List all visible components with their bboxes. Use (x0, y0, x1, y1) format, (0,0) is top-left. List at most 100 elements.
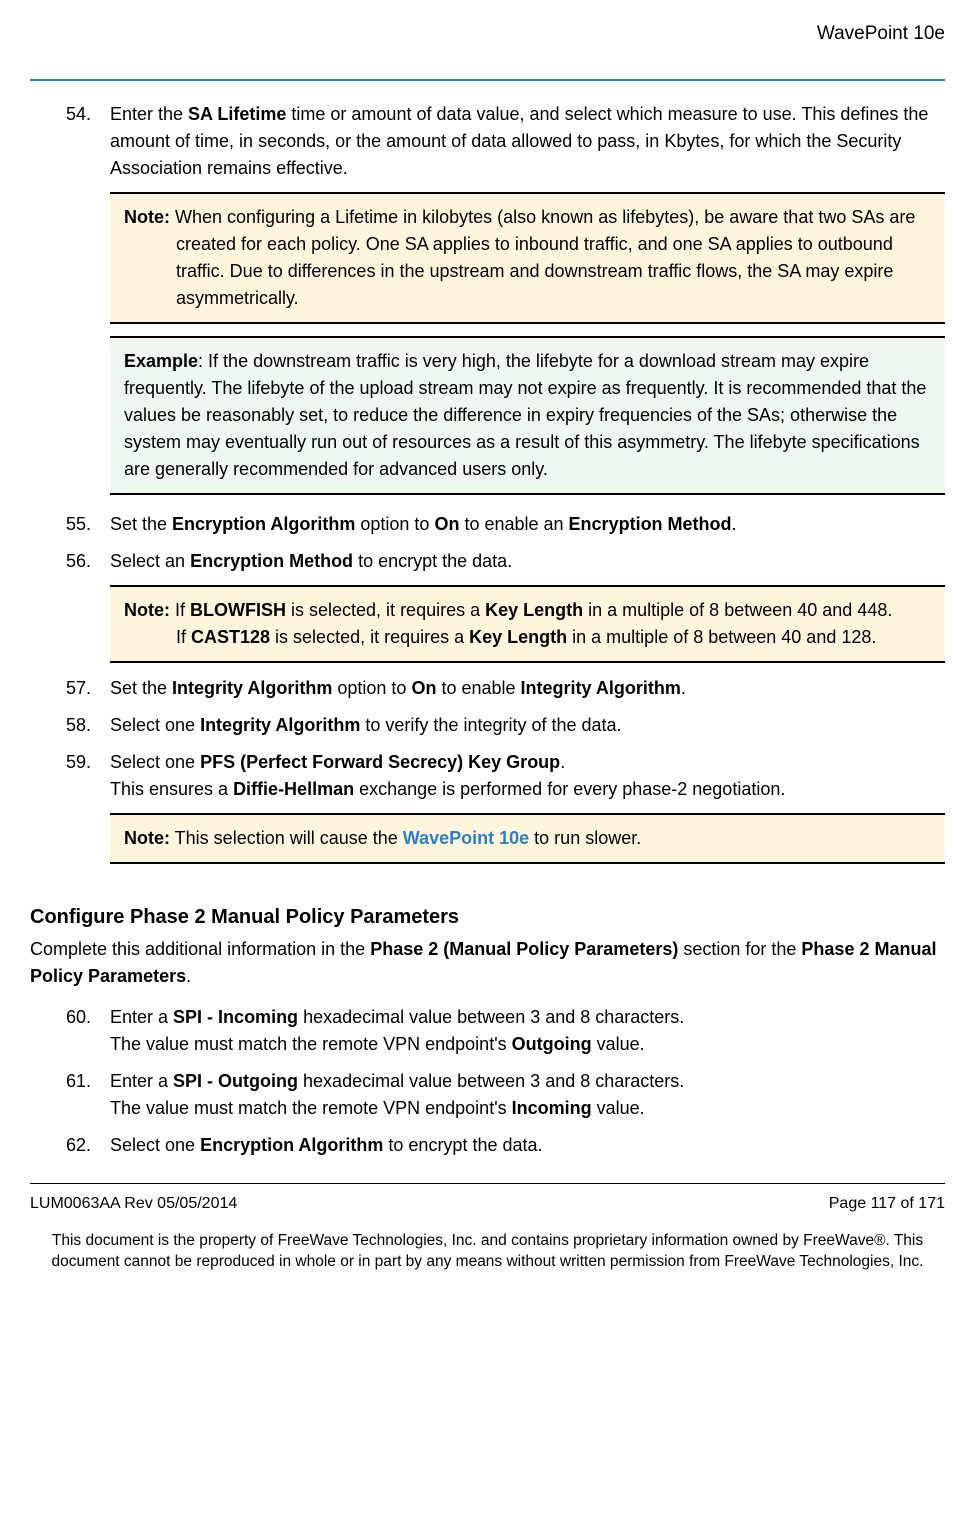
text: value. (592, 1034, 645, 1054)
text: to encrypt the data. (353, 551, 512, 571)
text: value. (592, 1098, 645, 1118)
step-body: Enter the SA Lifetime time or amount of … (110, 101, 945, 182)
note-text: When configuring a Lifetime in kilobytes… (170, 207, 915, 308)
text: to verify the integrity of the data. (360, 715, 621, 735)
text: Enter a (110, 1071, 173, 1091)
text: This selection will cause the (170, 828, 403, 848)
step-body: Enter a SPI - Outgoing hexadecimal value… (110, 1068, 945, 1122)
example-text: : If the downstream traffic is very high… (124, 351, 926, 479)
text: Complete this additional information in … (30, 939, 370, 959)
bold-text: Encryption Method (190, 551, 353, 571)
step-58: 58. Select one Integrity Algorithm to ve… (30, 712, 945, 739)
step-body: Select one PFS (Perfect Forward Secrecy)… (110, 749, 945, 803)
text: . (732, 514, 737, 534)
note-content: Note: This selection will cause the Wave… (124, 825, 931, 852)
text: to enable (436, 678, 520, 698)
step-number: 57. (66, 675, 110, 702)
note-content: Note: When configuring a Lifetime in kil… (124, 204, 931, 312)
step-body: Set the Encryption Algorithm option to O… (110, 511, 945, 538)
step-number: 62. (66, 1132, 110, 1159)
text: Enter the (110, 104, 188, 124)
bold-text: Key Length (485, 600, 583, 620)
page-container: WavePoint 10e 54. Enter the SA Lifetime … (0, 0, 975, 1293)
step-55: 55. Set the Encryption Algorithm option … (30, 511, 945, 538)
text: Select one (110, 752, 200, 772)
text: in a multiple of 8 between 40 and 448. (583, 600, 892, 620)
note-label: Note: (124, 828, 170, 848)
bold-text: Incoming (512, 1098, 592, 1118)
text: Enter a (110, 1007, 173, 1027)
bold-text: BLOWFISH (190, 600, 286, 620)
text: Set the (110, 514, 172, 534)
step-59: 59. Select one PFS (Perfect Forward Secr… (30, 749, 945, 803)
step-body: Enter a SPI - Incoming hexadecimal value… (110, 1004, 945, 1058)
note-box-56: Note: If BLOWFISH is selected, it requir… (110, 585, 945, 663)
text: The value must match the remote VPN endp… (110, 1098, 512, 1118)
step-body: Select one Encryption Algorithm to encry… (110, 1132, 945, 1159)
bold-text: Encryption Method (569, 514, 732, 534)
text: to encrypt the data. (383, 1135, 542, 1155)
bold-text: On (434, 514, 459, 534)
step-number: 56. (66, 548, 110, 575)
text: exchange is performed for every phase-2 … (354, 779, 785, 799)
step-61: 61. Enter a SPI - Outgoing hexadecimal v… (30, 1068, 945, 1122)
bold-text: SPI - Incoming (173, 1007, 298, 1027)
bold-text: Encryption Algorithm (200, 1135, 383, 1155)
text: If (176, 627, 191, 647)
text: hexadecimal value between 3 and 8 charac… (298, 1007, 684, 1027)
footer-page: Page 117 of 171 (829, 1192, 945, 1216)
step-number: 60. (66, 1004, 110, 1058)
footer-row: LUM0063AA Rev 05/05/2014 Page 117 of 171 (30, 1184, 945, 1230)
text: Select an (110, 551, 190, 571)
note-content: Note: If BLOWFISH is selected, it requir… (124, 597, 931, 651)
text: is selected, it requires a (270, 627, 469, 647)
product-name: WavePoint 10e (817, 23, 945, 44)
step-number: 61. (66, 1068, 110, 1122)
text: hexadecimal value between 3 and 8 charac… (298, 1071, 684, 1091)
text: Select one (110, 1135, 200, 1155)
footer-legal: This document is the property of FreeWav… (30, 1230, 945, 1283)
text: . (681, 678, 686, 698)
step-56: 56. Select an Encryption Method to encry… (30, 548, 945, 575)
text: . (560, 752, 565, 772)
bold-text: Diffie-Hellman (233, 779, 354, 799)
footer-rev: LUM0063AA Rev 05/05/2014 (30, 1192, 237, 1216)
step-number: 59. (66, 749, 110, 803)
step-54: 54. Enter the SA Lifetime time or amount… (30, 101, 945, 182)
text: to enable an (459, 514, 568, 534)
step-57: 57. Set the Integrity Algorithm option t… (30, 675, 945, 702)
header-divider (30, 79, 945, 81)
section-heading: Configure Phase 2 Manual Policy Paramete… (30, 902, 945, 932)
example-label: Example (124, 351, 198, 371)
bold-text: PFS (Perfect Forward Secrecy) Key Group (200, 752, 560, 772)
step-number: 54. (66, 101, 110, 182)
note-box-54: Note: When configuring a Lifetime in kil… (110, 192, 945, 324)
page-header: WavePoint 10e (30, 20, 945, 57)
text: Set the (110, 678, 172, 698)
step-body: Select one Integrity Algorithm to verify… (110, 712, 945, 739)
product-link[interactable]: WavePoint 10e (403, 828, 529, 848)
text: If (170, 600, 190, 620)
bold-text: Phase 2 (Manual Policy Parameters) (370, 939, 678, 959)
note-label: Note: (124, 207, 170, 227)
note-box-59: Note: This selection will cause the Wave… (110, 813, 945, 864)
bold-text: Outgoing (512, 1034, 592, 1054)
note-label: Note: (124, 600, 170, 620)
step-60: 60. Enter a SPI - Incoming hexadecimal v… (30, 1004, 945, 1058)
text: This ensures a (110, 779, 233, 799)
step-body: Set the Integrity Algorithm option to On… (110, 675, 945, 702)
bold-text: Integrity Algorithm (200, 715, 360, 735)
bold-text: On (411, 678, 436, 698)
text: option to (355, 514, 434, 534)
text: Select one (110, 715, 200, 735)
text: to run slower. (529, 828, 641, 848)
text: option to (332, 678, 411, 698)
step-62: 62. Select one Encryption Algorithm to e… (30, 1132, 945, 1159)
bold-text: Encryption Algorithm (172, 514, 355, 534)
bold-text: Integrity Algorithm (521, 678, 681, 698)
bold-text: CAST128 (191, 627, 270, 647)
text: is selected, it requires a (286, 600, 485, 620)
bold-text: SA Lifetime (188, 104, 286, 124)
bold-text: Integrity Algorithm (172, 678, 332, 698)
text: in a multiple of 8 between 40 and 128. (567, 627, 876, 647)
